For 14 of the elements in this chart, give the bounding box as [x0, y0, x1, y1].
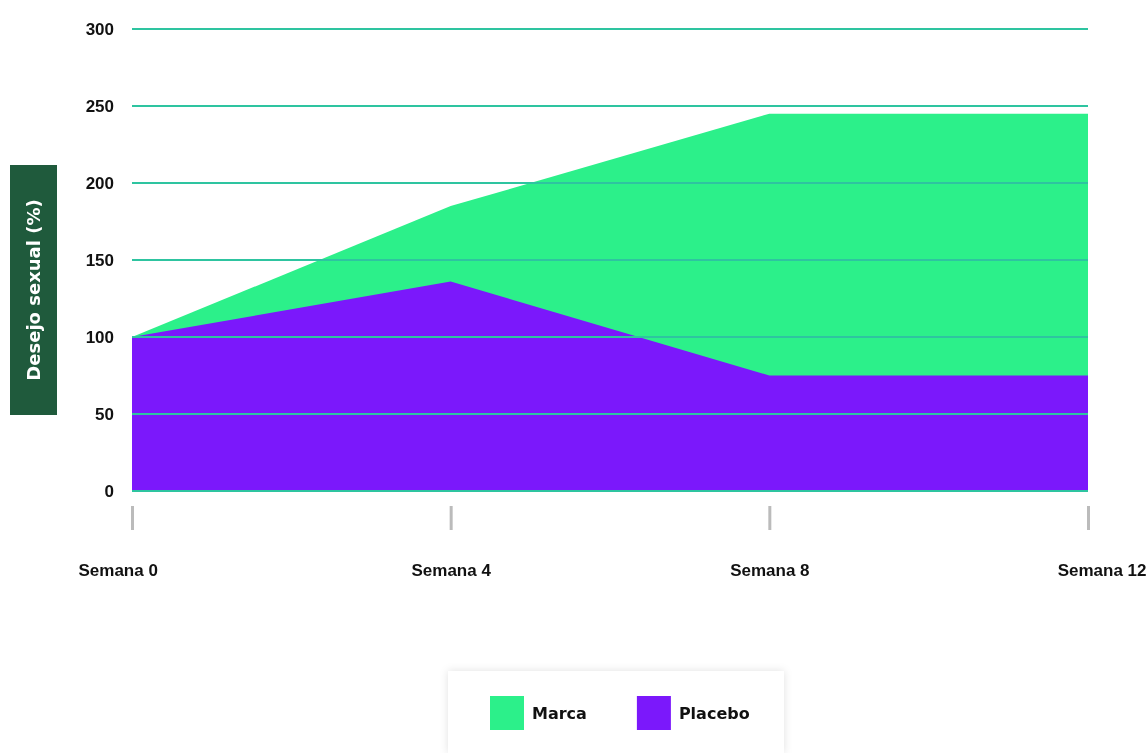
y-tick-label: 150: [85, 250, 114, 270]
y-tick-label: 250: [85, 96, 114, 116]
y-tick-label: 300: [85, 19, 114, 39]
y-tick-label: 200: [85, 173, 114, 193]
y-axis-title: Desejo sexual (%): [23, 199, 44, 381]
y-tick-label: 0: [104, 481, 114, 501]
x-tick-label: Semana 8: [730, 561, 810, 581]
legend-label: Placebo: [678, 704, 750, 723]
y-tick-label: 50: [95, 404, 114, 424]
legend-label: Marca: [532, 704, 587, 723]
y-tick-label: 100: [85, 327, 114, 347]
x-tick-label: Semana 0: [78, 561, 158, 581]
x-tick-label: Semana 12: [1057, 561, 1147, 581]
x-tick-label: Semana 4: [411, 561, 492, 581]
